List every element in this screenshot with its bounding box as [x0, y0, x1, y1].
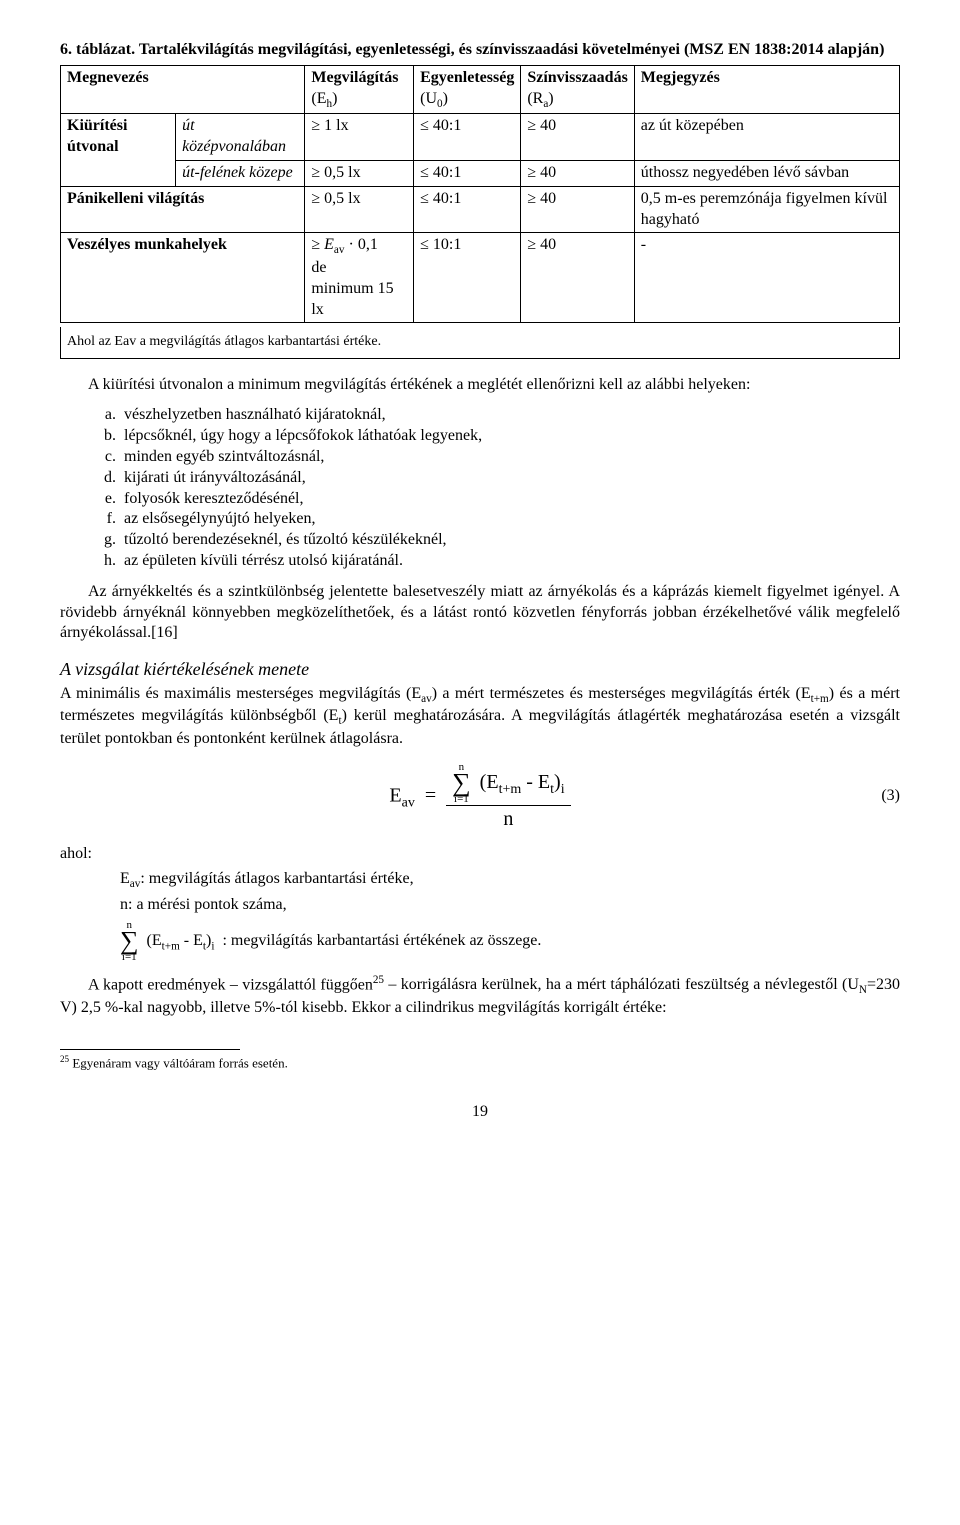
formula-number: (3)	[881, 786, 900, 807]
footnote-rule	[60, 1049, 240, 1050]
table-caption: 6. táblázat. Tartalékvilágítás megvilágí…	[60, 40, 900, 61]
cell: az út közepében	[634, 114, 899, 161]
footnote-ref: 25	[373, 974, 384, 986]
cell: úthossz negyedében lévő sávban	[634, 160, 899, 186]
list-item: az épületen kívüli térrész utolsó kijára…	[120, 551, 900, 572]
lighting-table: Megnevezés Megvilágítás(Eh) Egyenletessé…	[60, 65, 900, 324]
cell: ≥ 40	[521, 233, 634, 323]
cell: ≥ 0,5 lx	[305, 186, 414, 233]
list-item: lépcsőknél, úgy hogy a lépcsőfokok látha…	[120, 426, 900, 447]
cell: ≥ 0,5 lx	[305, 160, 414, 186]
ahol-label: ahol:	[60, 844, 900, 865]
header-megjegyzes: Megjegyzés	[634, 65, 899, 114]
cell: ≤ 40:1	[414, 186, 521, 233]
cell: -	[634, 233, 899, 323]
table-row: Veszélyes munkahelyek ≥ Eav · 0,1deminim…	[61, 233, 900, 323]
section-title: A vizsgálat kiértékelésének menete	[60, 658, 900, 681]
header-szinvisszaadas: Színvisszaadás(Ra)	[521, 65, 634, 114]
table-row: Kiürítési útvonal út középvonalában ≥ 1 …	[61, 114, 900, 161]
cell: ≥ 1 lx	[305, 114, 414, 161]
para-shadow: Az árnyékkeltés és a szintkülönbség jele…	[60, 582, 900, 644]
page-number: 19	[60, 1102, 900, 1123]
list-item: kijárati út irányváltozásánál,	[120, 468, 900, 489]
para-intro: A kiürítési útvonalon a minimum megvilág…	[60, 375, 900, 396]
cell: Pánikelleni világítás	[61, 186, 305, 233]
definitions: Eav: megvilágítás átlagos karbantartási …	[120, 869, 900, 963]
list-item: tűzoltó berendezéseknél, és tűzoltó kész…	[120, 530, 900, 551]
cell-sub2: út-felének közepe	[176, 160, 305, 186]
cell: ≥ 40	[521, 114, 634, 161]
header-megnevezes: Megnevezés	[61, 65, 305, 114]
header-egyenletesseg: Egyenletesség(U0)	[414, 65, 521, 114]
cell: ≥ 40	[521, 160, 634, 186]
cell-kiuritesi: Kiürítési útvonal	[61, 114, 176, 186]
cell: ≥ Eav · 0,1deminimum 15 lx	[305, 233, 414, 323]
table-row: Pánikelleni világítás ≥ 0,5 lx ≤ 40:1 ≥ …	[61, 186, 900, 233]
cell-sub1: út középvonalában	[176, 114, 305, 161]
cell: 0,5 m-es peremzónája figyelmen kívül hag…	[634, 186, 899, 233]
formula-3: Eav = n∑i=1 (Et+m - Et)i n (3)	[60, 762, 900, 832]
cell: ≤ 10:1	[414, 233, 521, 323]
cell: ≤ 40:1	[414, 114, 521, 161]
def-eav: Eav: megvilágítás átlagos karbantartási …	[120, 869, 900, 892]
header-megvilagitas: Megvilágítás(Eh)	[305, 65, 414, 114]
def-sum: n∑i=1 (Et+m - Et)i : megvilágítás karban…	[120, 920, 900, 963]
check-list: vészhelyzetben használható kijáratoknál,…	[60, 405, 900, 571]
table-row: út-felének közepe ≥ 0,5 lx ≤ 40:1 ≥ 40 ú…	[61, 160, 900, 186]
para-method: A minimális és maximális mesterséges meg…	[60, 684, 900, 750]
list-item: az elsősegélynyújtó helyeken,	[120, 509, 900, 530]
footnote-25: 25 Egyenáram vagy váltóáram forrás eseté…	[60, 1054, 900, 1072]
list-item: folyosók kereszteződésénél,	[120, 489, 900, 510]
table-header-row: Megnevezés Megvilágítás(Eh) Egyenletessé…	[61, 65, 900, 114]
list-item: minden egyéb szintváltozásnál,	[120, 447, 900, 468]
para-correction: A kapott eredmények – vizsgálattól függő…	[60, 973, 900, 1019]
table-note: Ahol az Eav a megvilágítás átlagos karba…	[60, 327, 900, 358]
cell: Veszélyes munkahelyek	[61, 233, 305, 323]
cell: ≤ 40:1	[414, 160, 521, 186]
list-item: vészhelyzetben használható kijáratoknál,	[120, 405, 900, 426]
cell: ≥ 40	[521, 186, 634, 233]
def-n: n: a mérési pontok száma,	[120, 895, 900, 916]
